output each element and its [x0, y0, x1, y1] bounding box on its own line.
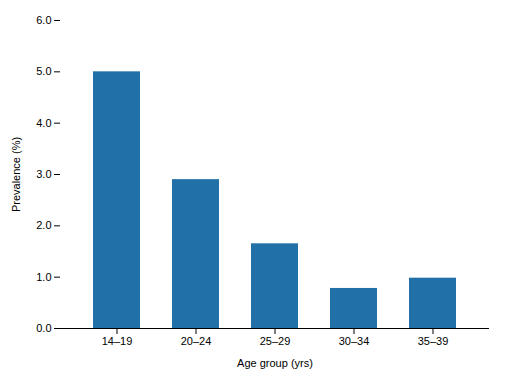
- svg-text:3.0: 3.0: [36, 168, 51, 180]
- svg-text:25–29: 25–29: [260, 335, 291, 347]
- svg-text:Age group (yrs): Age group (yrs): [237, 357, 313, 369]
- svg-text:0.0: 0.0: [36, 322, 51, 334]
- svg-text:1.0: 1.0: [36, 271, 51, 283]
- svg-text:35–39: 35–39: [418, 335, 449, 347]
- svg-text:6.0: 6.0: [36, 14, 51, 26]
- svg-text:4.0: 4.0: [36, 117, 51, 129]
- svg-text:5.0: 5.0: [36, 65, 51, 77]
- svg-text:20–24: 20–24: [181, 335, 212, 347]
- svg-text:2.0: 2.0: [36, 219, 51, 231]
- svg-text:14–19: 14–19: [102, 335, 133, 347]
- svg-text:30–34: 30–34: [339, 335, 370, 347]
- svg-text:Prevalence (%): Prevalence (%): [10, 137, 22, 212]
